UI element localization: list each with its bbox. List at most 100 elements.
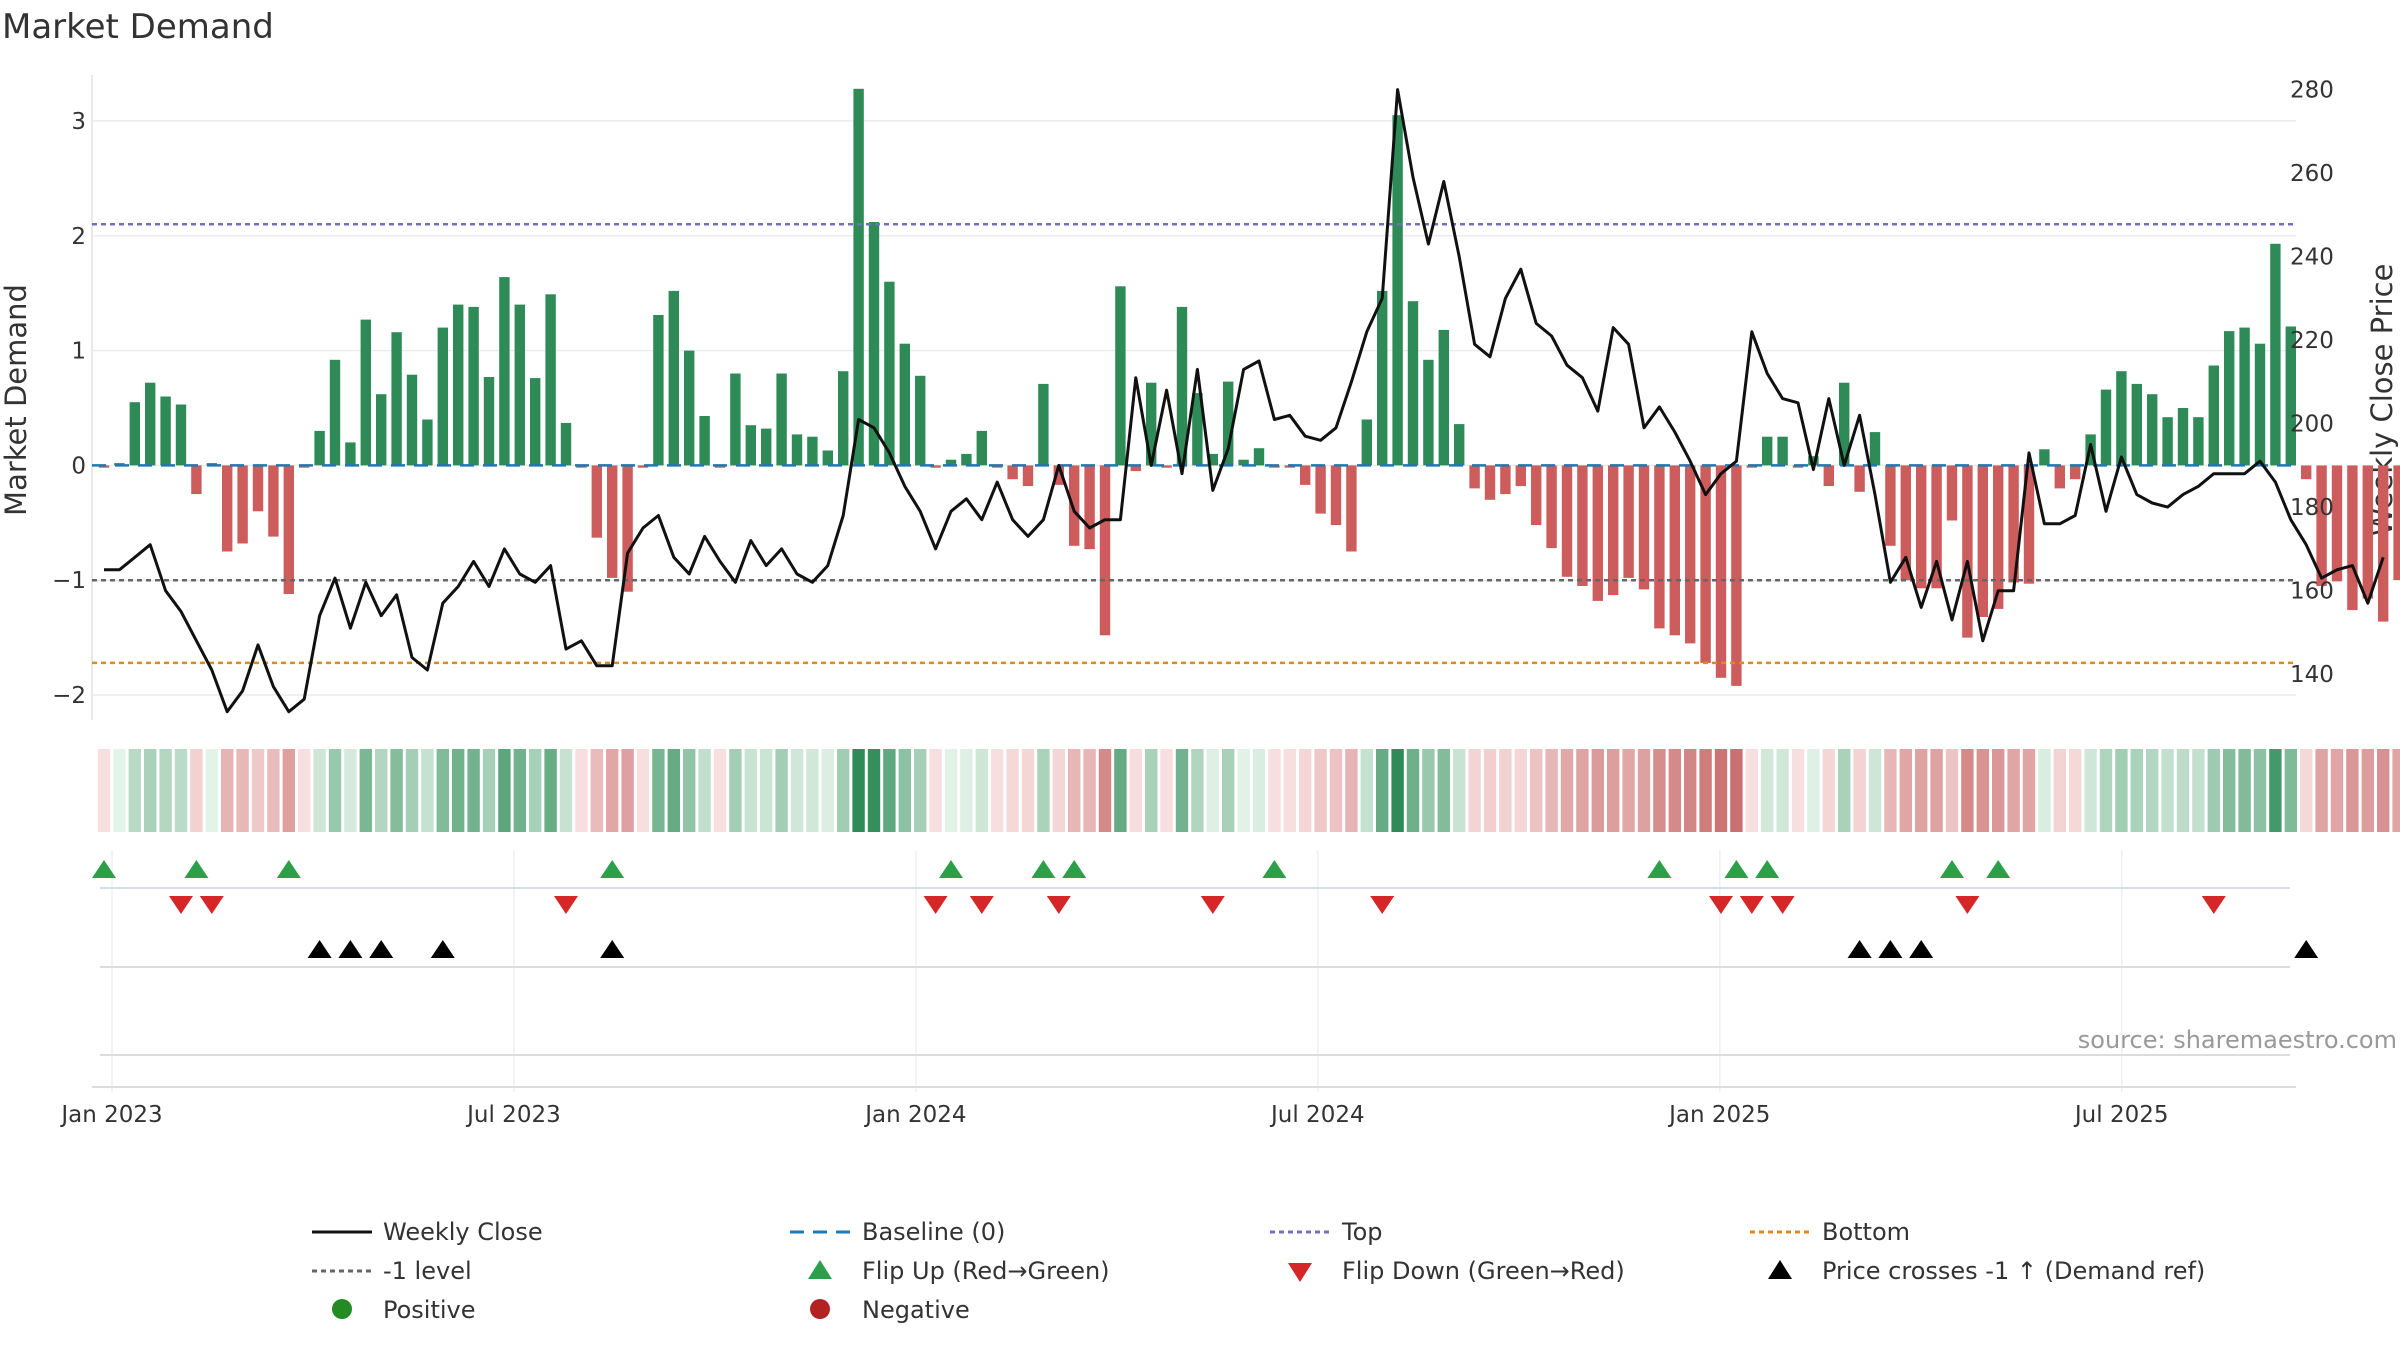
heat-cell [1391,749,1404,832]
demand-bar [668,290,679,466]
y2-tick-label: 140 [2290,662,2334,688]
demand-bar [2224,331,2235,466]
heat-cell [1114,749,1127,832]
demand-bar [776,373,787,466]
heat-cell [1376,749,1389,832]
demand-bar [2193,417,2204,466]
demand-bar [607,465,618,578]
heat-cell [113,749,126,832]
heat-cell [1453,749,1466,832]
demand-bar [1484,465,1496,500]
heat-cell [128,749,141,832]
heat-cell [1730,749,1743,832]
demand-bar [1654,465,1665,629]
demand-bar [2177,408,2189,466]
demand-bar [2023,465,2035,584]
demand-bar [637,465,649,468]
heat-cell [2392,749,2400,832]
y2-tick-label: 180 [2290,495,2334,521]
demand-bar [1454,424,1465,466]
heat-cell [205,749,218,832]
flip-up-marker [1647,860,1672,878]
demand-bar [1223,381,1234,466]
demand-bar [1022,465,1034,487]
reference-lines [92,223,2296,665]
flip-down-marker [554,896,578,914]
heat-cell [2284,749,2297,832]
heat-cell [1807,749,1820,832]
y-tick-label: −2 [52,683,86,709]
heat-cell [236,749,249,832]
demand-bar [1900,465,1911,581]
demand-bar [2378,465,2389,622]
heat-cell [2161,749,2174,832]
legend-label-flip-up: Flip Up (Red→Green) [862,1257,1110,1285]
demand-bar [2316,465,2327,586]
demand-bar [468,306,479,466]
heat-cell [221,749,234,832]
demand-bar [453,304,464,466]
heat-cell [2038,749,2051,832]
heat-cell [313,749,326,832]
heat-cell [1237,749,1250,832]
heat-cell [698,749,711,832]
heat-cell [1745,749,1758,832]
heat-cell [2207,749,2220,832]
heat-cell [1576,749,1589,832]
demand-bar [1238,459,1249,466]
heat-cell [1976,749,1989,832]
demand-bar [2116,371,2127,466]
heat-cell [991,749,1004,832]
heat-cell [1052,749,1065,832]
heat-cell [2130,749,2143,832]
y2-tick-label: 200 [2290,412,2334,438]
heat-cell [1422,749,1435,832]
heat-cell [298,749,311,832]
demand-bar [129,402,140,466]
legend-item-bottom: Bottom [1750,1218,1910,1246]
heat-cell [405,749,419,832]
demand-bar [145,382,156,466]
demand-bar [1515,465,1526,487]
heat-cell [452,749,465,832]
demand-bar [1300,465,1311,485]
heat-cell [1160,749,1173,832]
legend-label-weekly-close: Weekly Close [383,1218,543,1246]
y-tick-label: 3 [71,109,86,135]
heat-cell [1437,749,1450,832]
heat-cell [837,749,850,832]
heat-cell [1653,749,1666,832]
heat-cell [1899,749,1912,832]
legend-item-minus-one-level: -1 level [312,1257,472,1285]
demand-bar [237,465,248,544]
flip-up-marker [276,860,301,878]
flip-up-marker [600,860,625,878]
y-axis-ticks: 3 2 1 0 −1 −2 [52,109,86,709]
demand-bar [1993,465,2004,609]
legend: Weekly Close Baseline (0) Top Bottom -1 … [312,1218,2205,1324]
demand-bar [2162,417,2173,466]
demand-bar [1531,465,1542,526]
heat-cell [1499,749,1512,832]
heat-cell [559,749,573,832]
heat-cell [1206,749,1219,832]
heat-cell [2007,749,2020,832]
demand-bar [1146,382,1157,466]
demand-bar [2008,465,2019,583]
flip-down-marker [923,896,948,914]
price-cross-marker [307,940,332,958]
flip-up-marker [1755,860,1780,878]
demand-bar [1916,465,1927,589]
heat-cell [174,749,188,832]
demand-bar [1176,306,1188,466]
demand-bar [406,374,418,466]
legend-item-flip-up: Flip Up (Red→Green) [808,1257,1110,1285]
heat-cell [1068,749,1081,832]
demand-bar [868,222,880,466]
price-cross-marker [338,940,363,958]
price-cross-marker [430,940,455,958]
demand-bar [1685,465,1696,644]
demand-bar [1823,465,1834,487]
x-tick-label: Jan 2023 [59,1102,162,1128]
